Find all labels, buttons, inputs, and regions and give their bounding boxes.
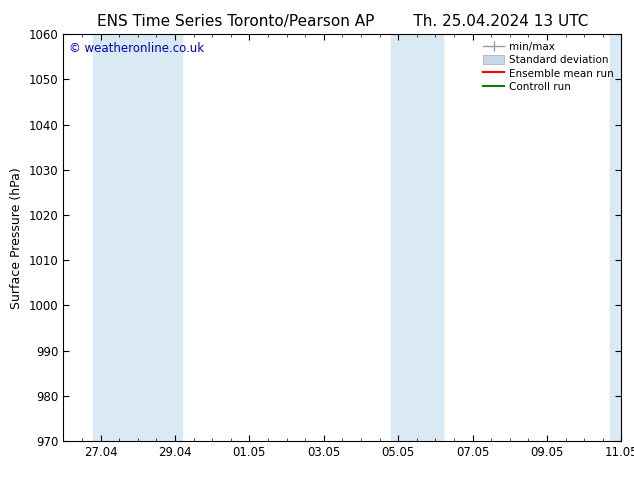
Text: © weatheronline.co.uk: © weatheronline.co.uk	[69, 43, 204, 55]
Legend: min/max, Standard deviation, Ensemble mean run, Controll run: min/max, Standard deviation, Ensemble me…	[479, 37, 618, 96]
Y-axis label: Surface Pressure (hPa): Surface Pressure (hPa)	[10, 167, 23, 309]
Title: ENS Time Series Toronto/Pearson AP        Th. 25.04.2024 13 UTC: ENS Time Series Toronto/Pearson AP Th. 2…	[96, 14, 588, 29]
Bar	[610, 34, 621, 441]
Bar	[391, 34, 443, 441]
Bar	[93, 34, 183, 441]
